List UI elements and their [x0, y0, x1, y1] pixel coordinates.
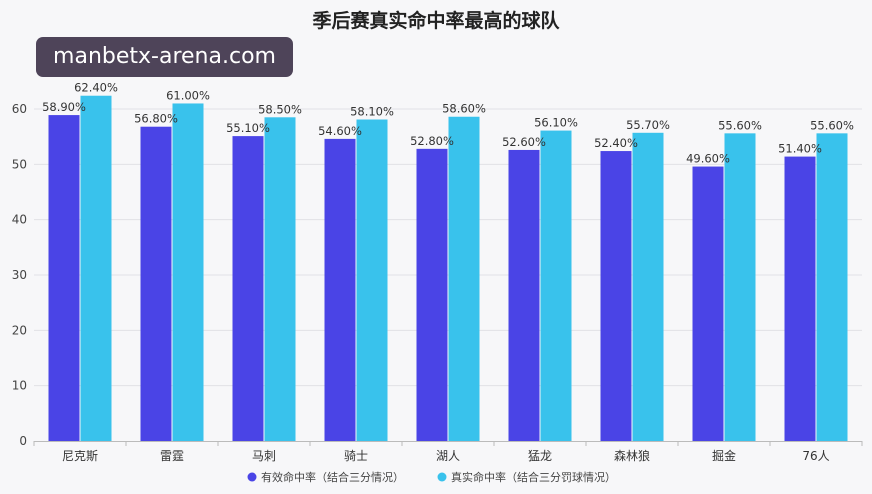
- y-tick-label: 10: [12, 379, 27, 393]
- data-label: 58.60%: [442, 102, 486, 116]
- bar-series1-0: [48, 115, 80, 441]
- chart-title: 季后赛真实命中率最高的球队: [312, 10, 560, 32]
- legend: 有效命中率（结合三分情况） 真实命中率（结合三分罚球情况）: [247, 470, 616, 484]
- bar-series1-3: [324, 138, 356, 441]
- legend-marker-series1: [247, 472, 257, 482]
- watermark-badge: manbetx-arena.com: [36, 37, 293, 77]
- bar-series2-7: [724, 133, 756, 441]
- data-label: 55.10%: [226, 121, 270, 135]
- bar-series2-2: [264, 117, 296, 442]
- data-label: 55.70%: [626, 118, 670, 132]
- legend-label-series2: 真实命中率（结合三分罚球情况）: [451, 470, 616, 484]
- x-category-label: 马刺: [252, 449, 276, 463]
- data-label: 55.60%: [810, 118, 854, 132]
- bar-series2-3: [356, 119, 388, 441]
- y-tick-label: 20: [12, 323, 27, 337]
- bar-series2-0: [80, 95, 112, 441]
- x-category-label: 湖人: [436, 448, 460, 463]
- y-tick-label: 30: [12, 268, 27, 282]
- axes: 0 10 20 30 40 50 60 尼克斯 雷霆 马刺 骑士 湖人 猛龙 森林狼 掘金 76人: [12, 102, 863, 463]
- bar-series2-6: [632, 132, 664, 441]
- data-label: 62.40%: [74, 81, 118, 95]
- data-label: 61.00%: [166, 88, 210, 102]
- data-label: 58.10%: [350, 105, 394, 119]
- data-label: 58.90%: [42, 100, 86, 114]
- x-category-label: 掘金: [712, 448, 736, 463]
- x-category-label: 尼克斯: [62, 449, 98, 463]
- bar-series1-8: [784, 156, 816, 441]
- bar-series1-2: [232, 136, 264, 441]
- data-label: 54.60%: [318, 124, 362, 138]
- data-label: 51.40%: [778, 142, 822, 156]
- y-tick-label: 50: [12, 157, 27, 171]
- bars: [48, 95, 848, 442]
- bar-series1-6: [600, 151, 632, 441]
- grid-lines: [34, 108, 862, 387]
- data-label: 56.80%: [134, 112, 178, 126]
- y-tick-label: 60: [12, 102, 27, 116]
- data-label: 55.60%: [718, 118, 762, 132]
- x-category-label: 猛龙: [528, 449, 552, 463]
- legend-label-series1: 有效命中率（结合三分情况）: [261, 470, 404, 484]
- bar-series1-1: [140, 126, 172, 441]
- data-label: 58.50%: [258, 102, 302, 116]
- y-tick-label: 40: [12, 213, 27, 227]
- y-tick-label: 0: [19, 434, 27, 448]
- x-category-label: 骑士: [344, 449, 368, 463]
- bar-series2-4: [448, 116, 480, 441]
- data-label: 49.60%: [686, 152, 730, 166]
- x-category-label: 76人: [802, 449, 829, 463]
- data-label: 52.80%: [410, 134, 454, 148]
- bar-series1-5: [508, 149, 540, 442]
- data-label: 52.40%: [594, 136, 638, 150]
- data-label: 56.10%: [534, 116, 578, 130]
- bar-series1-4: [416, 148, 448, 441]
- bar-series2-5: [540, 130, 572, 441]
- data-labels: 58.90% 62.40% 56.80% 61.00% 55.10% 58.50% 54.6…: [42, 81, 854, 166]
- bar-series2-1: [172, 103, 204, 441]
- data-label: 52.60%: [502, 135, 546, 149]
- x-category-label: 雷霆: [160, 449, 184, 463]
- x-category-label: 森林狼: [614, 448, 650, 463]
- legend-marker-series2: [437, 472, 447, 482]
- bar-series2-8: [816, 133, 848, 441]
- bar-series1-7: [692, 166, 724, 441]
